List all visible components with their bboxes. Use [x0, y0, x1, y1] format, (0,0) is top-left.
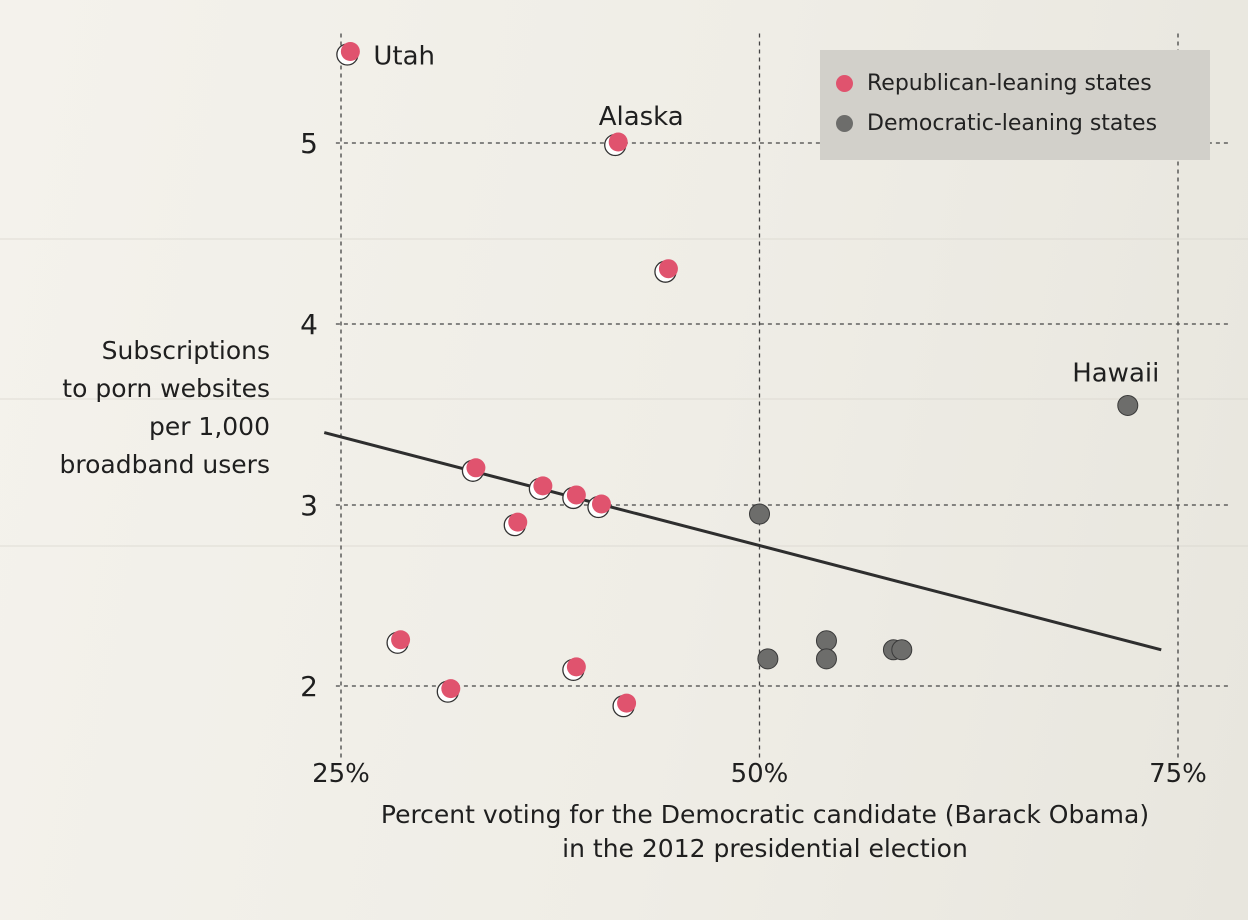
- legend-label-democratic: Democratic-leaning states: [867, 110, 1158, 136]
- republican-point: [608, 132, 628, 152]
- democratic-point: [815, 630, 837, 652]
- legend: Republican-leaning states Democratic-lea…: [820, 50, 1210, 160]
- point-label: Alaska: [599, 102, 684, 132]
- x-tick-label: 50%: [731, 759, 789, 789]
- y-axis-label: Subscriptions to porn websites per 1,000…: [59, 336, 271, 479]
- point-label: Utah: [373, 42, 435, 72]
- republican-point: [508, 512, 528, 532]
- legend-item-democratic: Democratic-leaning states: [836, 108, 1157, 138]
- democratic-point: [815, 648, 837, 670]
- democratic-point: [1117, 394, 1139, 416]
- point-label: Hawaii: [1072, 358, 1159, 388]
- legend-swatch-democratic: [836, 114, 853, 132]
- democratic-point: [749, 503, 770, 525]
- democratic-point: [757, 648, 779, 670]
- republican-point: [466, 458, 486, 478]
- republican-point: [566, 657, 586, 677]
- trend-line: [323, 431, 1162, 652]
- y-tick-label: 4: [300, 308, 318, 341]
- y-tick-label: 2: [300, 670, 318, 703]
- y-tick-label: 5: [300, 127, 318, 160]
- republican-point: [566, 485, 586, 505]
- republican-point: [441, 679, 461, 699]
- x-tick-label: 25%: [312, 759, 370, 789]
- republican-point: [340, 42, 360, 61]
- legend-item-republican: Republican-leaning states: [836, 68, 1152, 98]
- legend-swatch-republican: [836, 74, 853, 92]
- bleed-through-line: [0, 398, 1248, 400]
- republican-point: [391, 630, 411, 650]
- bleed-through-line: [0, 545, 1248, 547]
- democratic-point: [891, 639, 913, 661]
- x-axis-label: Percent voting for the Democratic candid…: [380, 800, 1150, 863]
- republican-point: [591, 494, 611, 514]
- x-tick-label: 75%: [1149, 759, 1207, 789]
- legend-label-republican: Republican-leaning states: [867, 70, 1152, 96]
- y-tick-label: 3: [300, 489, 318, 522]
- republican-point: [658, 259, 678, 279]
- republican-point: [617, 693, 637, 713]
- bleed-through-line: [0, 238, 1248, 240]
- republican-point: [533, 476, 553, 496]
